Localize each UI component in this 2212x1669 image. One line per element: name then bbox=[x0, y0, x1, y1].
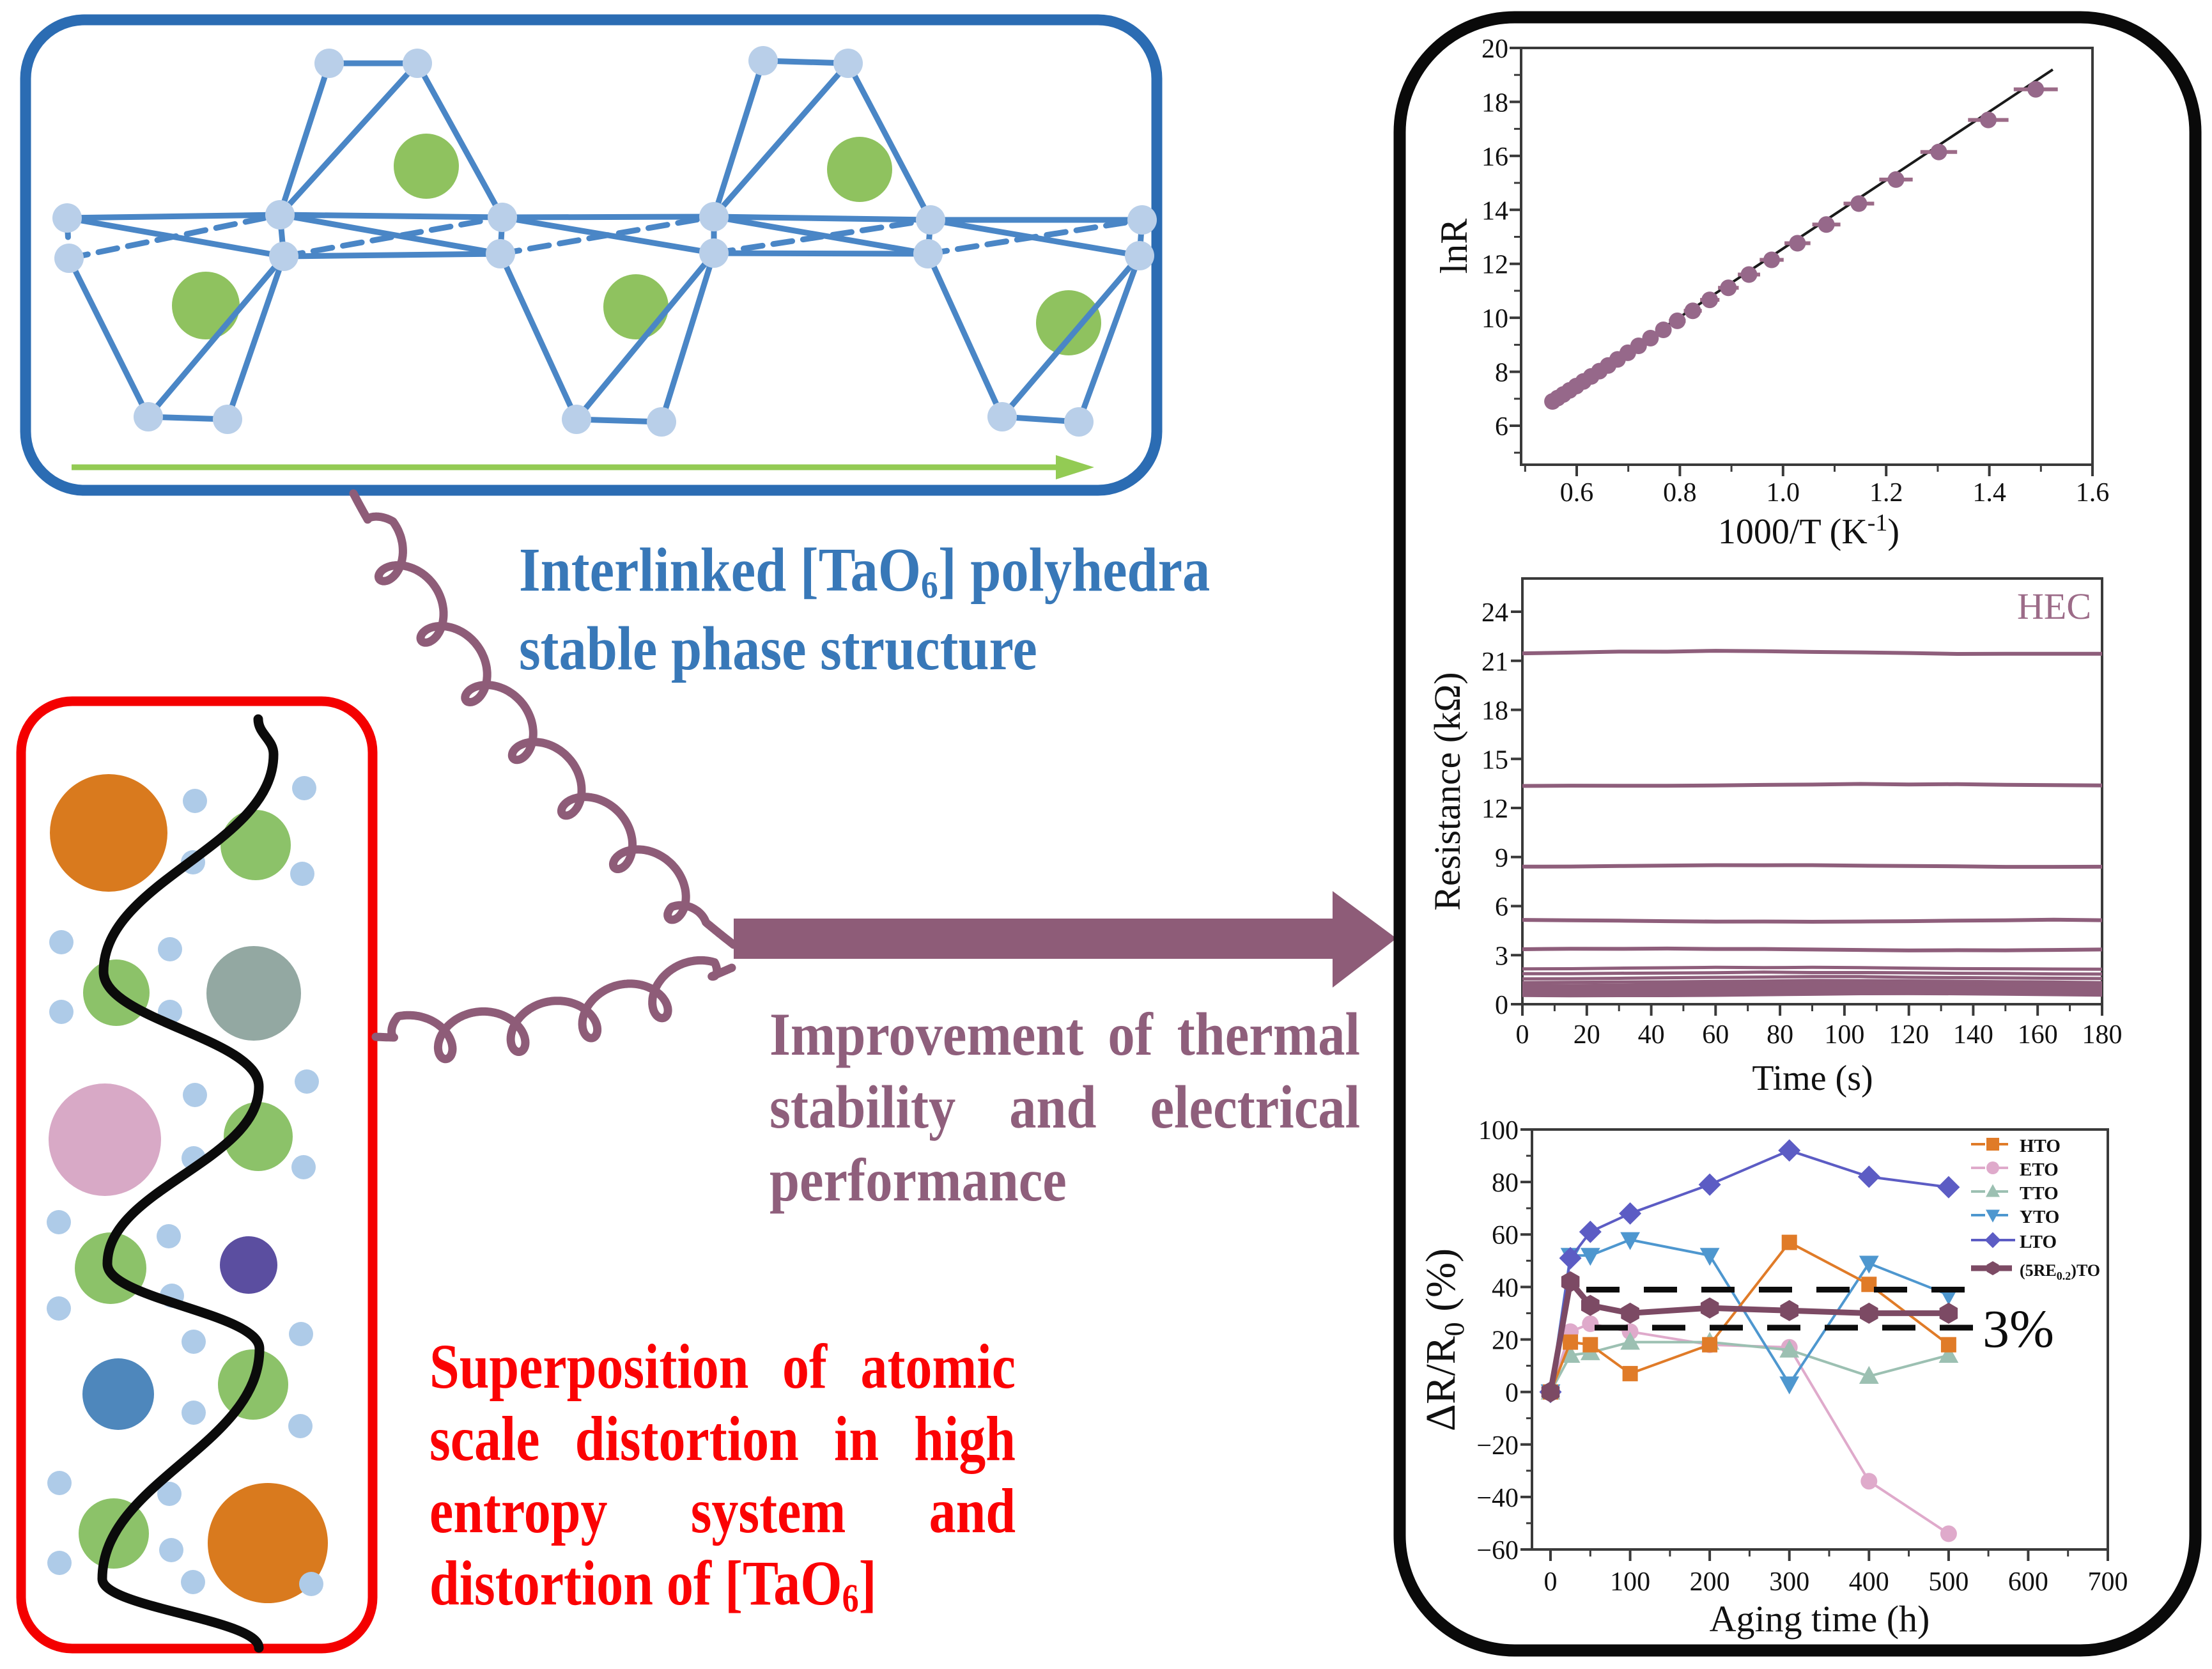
svg-text:TTO: TTO bbox=[2020, 1183, 2059, 1204]
svg-text:600: 600 bbox=[2008, 1567, 2048, 1597]
svg-text:40: 40 bbox=[1492, 1273, 1519, 1303]
svg-text:60: 60 bbox=[1492, 1221, 1519, 1250]
svg-text:700: 700 bbox=[2088, 1567, 2128, 1597]
svg-text:160: 160 bbox=[2018, 1020, 2058, 1050]
svg-text:0: 0 bbox=[1516, 1020, 1529, 1050]
svg-text:9: 9 bbox=[1495, 844, 1508, 873]
svg-text:(5RE0.2)TO: (5RE0.2)TO bbox=[2020, 1261, 2100, 1282]
svg-text:500: 500 bbox=[1928, 1567, 1968, 1597]
svg-text:15: 15 bbox=[1481, 745, 1508, 775]
svg-text:Resistance (kΩ): Resistance (kΩ) bbox=[1427, 672, 1468, 910]
svg-text:100: 100 bbox=[1824, 1020, 1864, 1050]
svg-text:6: 6 bbox=[1495, 893, 1508, 922]
svg-text:180: 180 bbox=[2082, 1020, 2123, 1050]
svg-text:20: 20 bbox=[1574, 1020, 1600, 1050]
svg-text:ETO: ETO bbox=[2020, 1160, 2059, 1180]
svg-text:300: 300 bbox=[1769, 1567, 1809, 1597]
svg-text:18: 18 bbox=[1481, 697, 1508, 726]
svg-text:200: 200 bbox=[1690, 1567, 1730, 1597]
svg-text:24: 24 bbox=[1481, 598, 1508, 628]
svg-text:0.8: 0.8 bbox=[1663, 478, 1697, 508]
svg-text:6: 6 bbox=[1495, 412, 1508, 442]
svg-text:100: 100 bbox=[1610, 1567, 1650, 1597]
svg-text:8: 8 bbox=[1495, 359, 1508, 388]
svg-text:16: 16 bbox=[1481, 143, 1508, 172]
svg-text:0.6: 0.6 bbox=[1560, 478, 1594, 508]
svg-text:LTO: LTO bbox=[2020, 1232, 2057, 1252]
svg-text:60: 60 bbox=[1702, 1020, 1729, 1050]
svg-text:−60: −60 bbox=[1476, 1536, 1519, 1565]
svg-text:80: 80 bbox=[1492, 1168, 1519, 1198]
svg-text:1.4: 1.4 bbox=[1972, 478, 2006, 508]
svg-text:lnR: lnR bbox=[1433, 219, 1475, 274]
svg-text:100: 100 bbox=[1478, 1116, 1519, 1145]
svg-text:HEC: HEC bbox=[2017, 586, 2091, 627]
svg-text:80: 80 bbox=[1767, 1020, 1793, 1050]
svg-text:400: 400 bbox=[1849, 1567, 1889, 1597]
svg-text:HTO: HTO bbox=[2020, 1136, 2061, 1156]
svg-text:140: 140 bbox=[1953, 1020, 1993, 1050]
svg-text:ΔR/R0 (%): ΔR/R0 (%) bbox=[1418, 1248, 1470, 1431]
svg-text:1.0: 1.0 bbox=[1767, 478, 1800, 508]
svg-text:−20: −20 bbox=[1476, 1431, 1519, 1461]
svg-text:18: 18 bbox=[1481, 88, 1508, 118]
svg-text:14: 14 bbox=[1481, 196, 1508, 226]
svg-text:3: 3 bbox=[1495, 942, 1508, 971]
svg-text:Aging time (h): Aging time (h) bbox=[1710, 1598, 1930, 1640]
svg-text:1.6: 1.6 bbox=[2076, 478, 2110, 508]
svg-text:20: 20 bbox=[1492, 1326, 1519, 1356]
svg-text:20: 20 bbox=[1481, 35, 1508, 64]
svg-text:YTO: YTO bbox=[2020, 1207, 2059, 1227]
svg-text:10: 10 bbox=[1481, 304, 1508, 334]
svg-text:3%: 3% bbox=[1983, 1300, 2054, 1359]
svg-text:0: 0 bbox=[1544, 1567, 1558, 1597]
svg-text:0: 0 bbox=[1505, 1379, 1519, 1408]
svg-text:0: 0 bbox=[1495, 991, 1508, 1020]
svg-text:21: 21 bbox=[1481, 648, 1508, 677]
svg-text:1.2: 1.2 bbox=[1869, 478, 1903, 508]
svg-text:−40: −40 bbox=[1476, 1484, 1519, 1513]
svg-text:12: 12 bbox=[1481, 251, 1508, 280]
svg-text:Time (s): Time (s) bbox=[1752, 1059, 1873, 1098]
svg-text:40: 40 bbox=[1638, 1020, 1665, 1050]
svg-text:120: 120 bbox=[1889, 1020, 1929, 1050]
svg-text:12: 12 bbox=[1481, 795, 1508, 824]
